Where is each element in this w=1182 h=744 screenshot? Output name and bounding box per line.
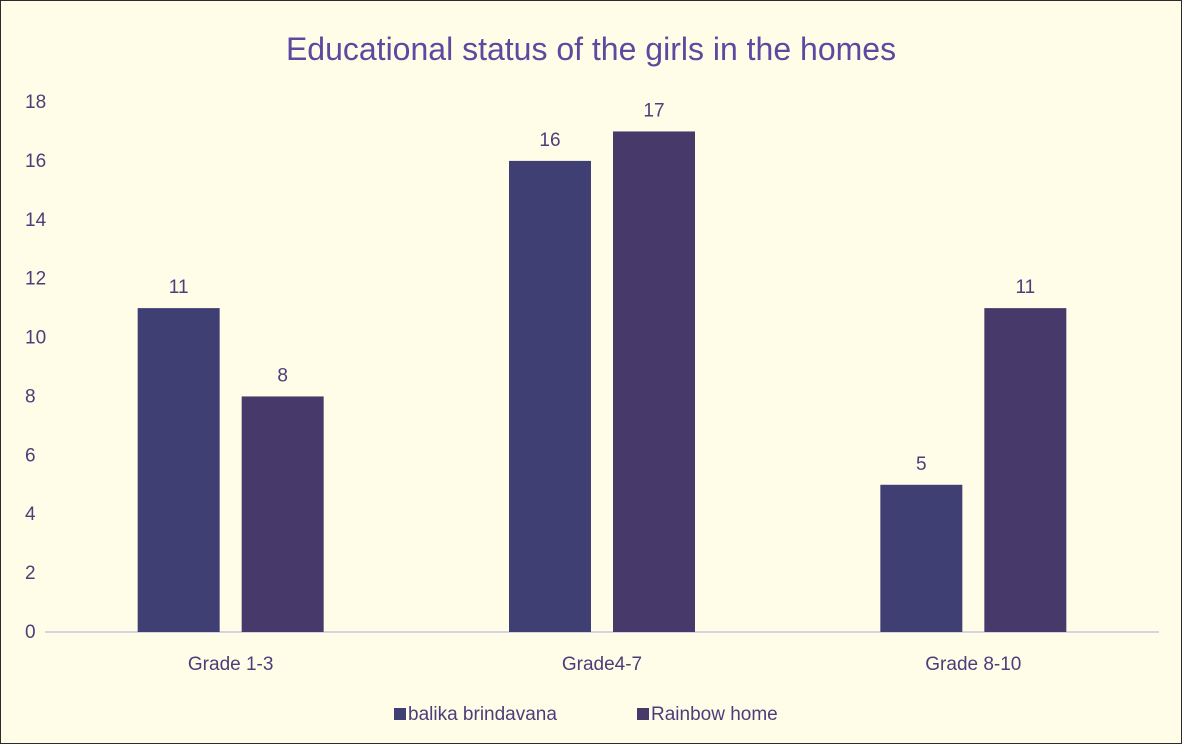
y-tick-label: 8 bbox=[25, 386, 36, 407]
legend-swatch bbox=[394, 708, 406, 720]
bars bbox=[137, 131, 1067, 632]
legend-swatch bbox=[637, 708, 649, 720]
chart-title: Educational status of the girls in the h… bbox=[286, 31, 896, 67]
y-tick-label: 18 bbox=[25, 92, 46, 113]
x-category-label: Grade 1-3 bbox=[188, 654, 274, 675]
y-axis-ticks: 0 2 4 6 8 10 12 14 16 18 bbox=[25, 92, 47, 643]
data-labels: 11 8 16 17 5 11 bbox=[169, 100, 1035, 474]
y-tick-label: 0 bbox=[25, 622, 36, 643]
bar bbox=[984, 308, 1067, 632]
y-tick-label: 16 bbox=[25, 151, 46, 172]
bar-value-label: 5 bbox=[916, 454, 927, 475]
y-tick-label: 10 bbox=[25, 328, 46, 349]
x-axis-categories: Grade 1-3 Grade4-7 Grade 8-10 bbox=[188, 654, 1022, 675]
legend-label: Rainbow home bbox=[651, 704, 778, 725]
bar-value-label: 11 bbox=[1015, 277, 1035, 298]
bar bbox=[241, 396, 324, 632]
bar bbox=[137, 308, 220, 632]
y-tick-label: 2 bbox=[25, 563, 36, 584]
legend: balika brindavana Rainbow home bbox=[394, 704, 778, 725]
bar-value-label: 17 bbox=[643, 100, 664, 121]
y-tick-label: 4 bbox=[25, 504, 36, 525]
x-category-label: Grade 8-10 bbox=[925, 654, 1021, 675]
bar-value-label: 11 bbox=[169, 277, 189, 298]
legend-label: balika brindavana bbox=[408, 704, 557, 725]
bar bbox=[613, 131, 695, 632]
bar bbox=[880, 484, 963, 632]
bar-value-label: 8 bbox=[277, 365, 288, 386]
y-tick-label: 6 bbox=[25, 445, 36, 466]
bar bbox=[509, 160, 591, 632]
x-category-label: Grade4-7 bbox=[562, 654, 642, 675]
y-tick-label: 12 bbox=[25, 269, 46, 290]
bar-value-label: 16 bbox=[539, 130, 560, 151]
y-tick-label: 14 bbox=[25, 210, 47, 231]
